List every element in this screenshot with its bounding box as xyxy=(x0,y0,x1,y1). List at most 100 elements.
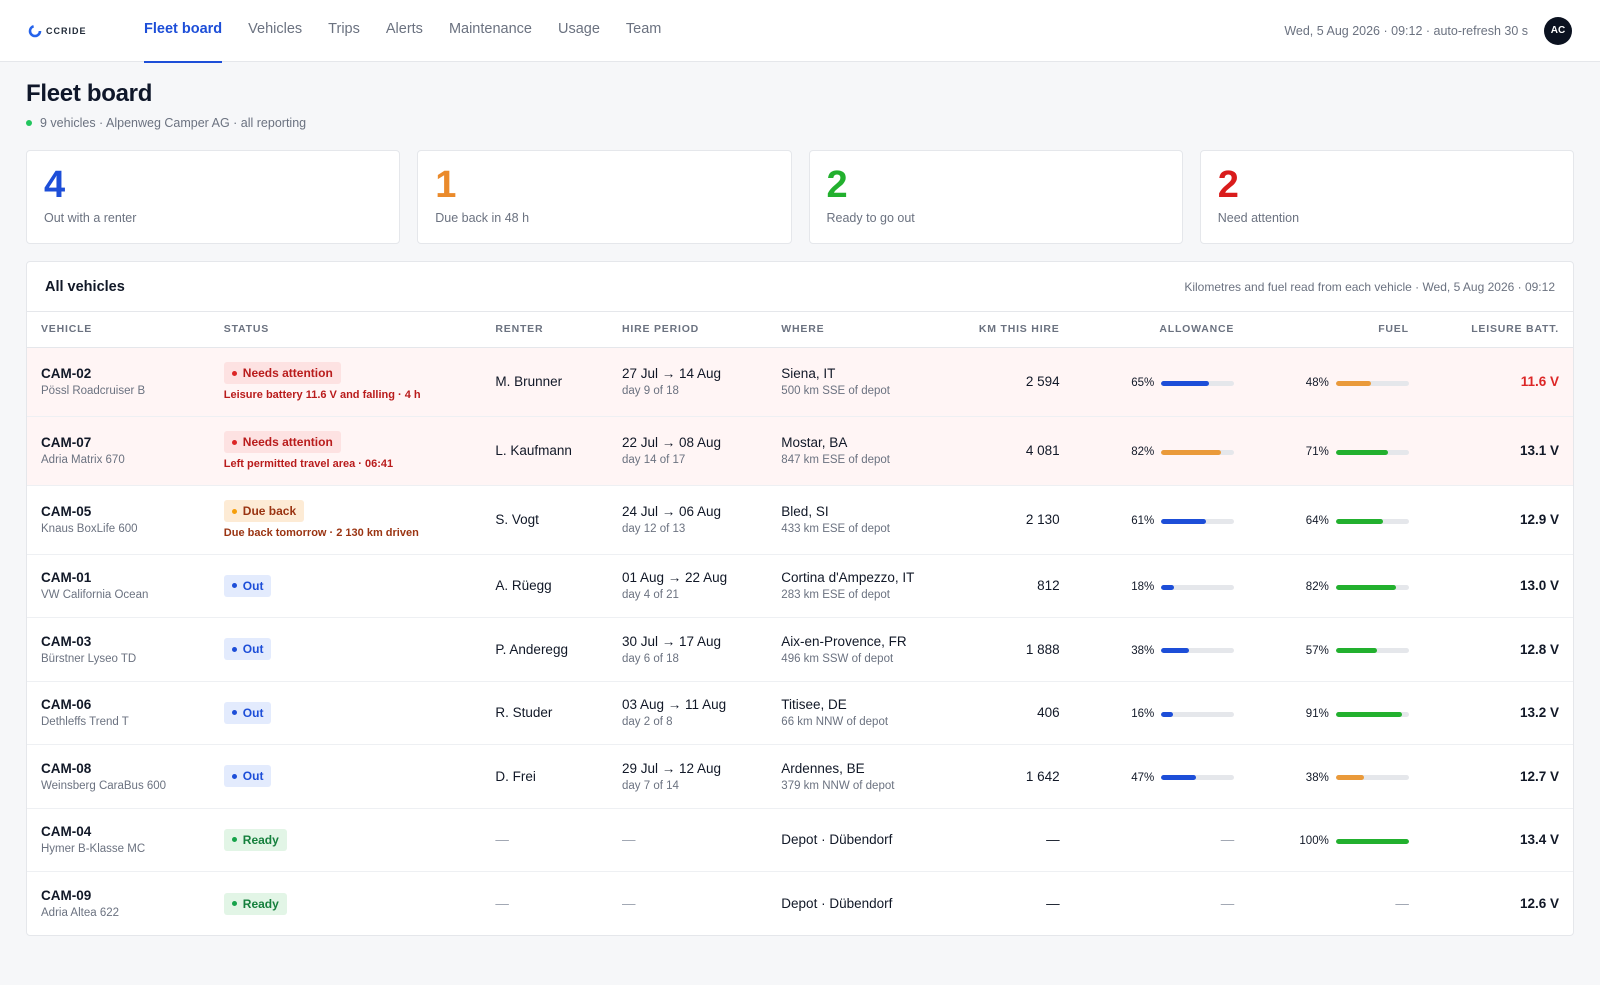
battery-voltage: 12.8 V xyxy=(1519,641,1559,657)
user-avatar[interactable]: AC xyxy=(1544,16,1572,45)
hire-day: day 12 of 13 xyxy=(622,523,686,535)
cell-status: Needs attention Leisure battery 11.6 V an… xyxy=(209,347,482,417)
logo[interactable]: CCRIDE xyxy=(28,24,116,38)
location-distance: 847 km ESE of depot xyxy=(781,454,890,466)
allowance-percent: 18% xyxy=(1131,581,1155,594)
nav-trips[interactable]: Trips xyxy=(328,20,360,37)
cell-leisure-batt: 12.7 V xyxy=(1422,744,1573,809)
fuel-fill xyxy=(1335,648,1378,654)
table-header-row: Vehicle Status Renter Hire period Where … xyxy=(27,312,1573,348)
summary-card-attention[interactable]: 2 Need attention xyxy=(1199,150,1574,244)
fuel-track xyxy=(1335,380,1409,386)
summary-card-due-back[interactable]: 1 Due back in 48 h xyxy=(417,150,792,244)
fuel-fill xyxy=(1335,711,1403,717)
col-renter[interactable]: Renter xyxy=(481,312,608,348)
status-note: Left permitted travel area · 06:41 xyxy=(223,458,394,470)
cell-allowance: 65% xyxy=(1073,347,1249,417)
table-row[interactable]: CAM-03 Bürstner Lyseo TD Out P. Anderegg 30 … xyxy=(27,617,1573,682)
vehicle-model: Weinsberg CaraBus 600 xyxy=(41,779,167,792)
cell-km: 1 642 xyxy=(952,744,1074,809)
cell-vehicle: CAM-03 Bürstner Lyseo TD xyxy=(27,617,210,682)
vehicle-id[interactable]: CAM-04 xyxy=(41,824,92,840)
col-allowance[interactable]: Allowance xyxy=(1073,312,1249,348)
fuel-fill xyxy=(1335,380,1371,386)
page-title: Fleet board xyxy=(26,80,153,107)
vehicle-id[interactable]: CAM-03 xyxy=(41,633,92,649)
cell-status: Out xyxy=(209,744,482,809)
location-distance: 66 km NNW of depot xyxy=(781,716,889,729)
cell-fuel: 57% xyxy=(1248,617,1423,682)
cell-renter: P. Anderegg xyxy=(481,617,608,682)
cell-where: Ardennes, BE 379 km NNW of depot xyxy=(767,744,953,809)
nav-team[interactable]: Team xyxy=(625,20,662,37)
nav-usage[interactable]: Usage xyxy=(557,20,600,37)
vehicle-id[interactable]: CAM-06 xyxy=(41,697,92,713)
nav-alerts[interactable]: Alerts xyxy=(385,20,423,37)
cell-renter: — xyxy=(495,896,509,911)
status-badge: Out xyxy=(223,701,272,724)
vehicles-panel: All vehicles Kilometres and fuel read fr… xyxy=(26,261,1574,936)
col-leisure-batt[interactable]: Leisure batt. xyxy=(1422,312,1573,348)
allowance-track xyxy=(1161,775,1235,781)
vehicle-id[interactable]: CAM-01 xyxy=(41,570,92,586)
battery-voltage: 11.6 V xyxy=(1520,374,1559,389)
table-row[interactable]: CAM-04 Hymer B-Klasse MC Ready — — Depot · Dü… xyxy=(27,808,1573,872)
vehicle-id[interactable]: CAM-02 xyxy=(41,366,92,381)
location-distance: 500 km SSE of depot xyxy=(781,385,890,397)
status-dot xyxy=(231,439,237,445)
col-vehicle[interactable]: Vehicle xyxy=(27,312,210,348)
fuel-track xyxy=(1335,449,1409,455)
vehicle-model: Bürstner Lyseo TD xyxy=(41,652,137,665)
allowance-percent: 82% xyxy=(1131,446,1155,458)
allowance-track xyxy=(1161,584,1235,590)
cell-where: Siena, IT 500 km SSE of depot xyxy=(767,347,953,417)
status-label: Out xyxy=(242,705,264,720)
table-row[interactable]: CAM-01 VW California Ocean Out A. Rüegg 01 A… xyxy=(27,554,1573,618)
table-row[interactable]: CAM-05 Knaus BoxLife 600 Due back Due back … xyxy=(27,485,1573,555)
allowance-meter: 38% xyxy=(1124,645,1235,657)
summary-label: Ready to go out xyxy=(826,211,915,225)
table-row[interactable]: CAM-08 Weinsberg CaraBus 600 Out D. Frei 29 … xyxy=(27,744,1573,809)
cell-allowance: 61% xyxy=(1073,485,1249,555)
col-status[interactable]: Status xyxy=(209,312,482,348)
table-row[interactable]: CAM-07 Adria Matrix 670 Needs attention Lef… xyxy=(27,416,1573,486)
vehicle-id[interactable]: CAM-09 xyxy=(41,888,92,903)
fuel-meter: 64% xyxy=(1299,515,1409,527)
cell-leisure-batt: 13.2 V xyxy=(1422,681,1573,745)
col-fuel[interactable]: Fuel xyxy=(1248,312,1423,348)
cell-vehicle: CAM-05 Knaus BoxLife 600 xyxy=(27,485,210,555)
vehicle-id[interactable]: CAM-08 xyxy=(41,760,92,776)
panel-title: All vehicles xyxy=(45,278,125,295)
fuel-fill xyxy=(1335,775,1364,781)
allowance-empty: — xyxy=(1220,832,1235,848)
fuel-meter: 38% xyxy=(1299,772,1409,784)
col-hire-period[interactable]: Hire period xyxy=(608,312,768,348)
cell-fuel: 48% xyxy=(1248,347,1423,417)
fuel-fill xyxy=(1335,838,1409,844)
summary-value: 4 xyxy=(44,164,66,206)
cell-hire-period: 03 Aug → 11 Aug day 2 of 8 xyxy=(608,681,768,745)
allowance-meter: 61% xyxy=(1124,515,1235,527)
nav-vehicles[interactable]: Vehicles xyxy=(248,20,303,37)
vehicle-model: Dethleffs Trend T xyxy=(41,716,129,729)
status-note: Due back tomorrow · 2 130 km driven xyxy=(223,527,419,539)
col-where[interactable]: Where xyxy=(767,312,953,348)
cell-leisure-batt: 11.6 V xyxy=(1422,347,1573,417)
vehicle-id[interactable]: CAM-05 xyxy=(41,504,92,519)
table-row[interactable]: CAM-06 Dethleffs Trend T Out R. Studer 03 Au… xyxy=(27,681,1573,745)
summary-card-out[interactable]: 4 Out with a renter xyxy=(26,150,401,244)
nav-fleet-board[interactable]: Fleet board xyxy=(144,0,223,63)
hire-day: day 6 of 18 xyxy=(622,652,679,665)
cell-leisure-batt: 12.8 V xyxy=(1422,617,1573,682)
allowance-fill xyxy=(1161,648,1189,654)
col-km-this-hire[interactable]: Km this hire xyxy=(952,312,1074,348)
vehicle-id[interactable]: CAM-07 xyxy=(41,435,92,450)
cell-where: Aix-en-Provence, FR 496 km SSW of depot xyxy=(767,617,953,682)
hire-period: — xyxy=(622,896,636,911)
status-label: Ready xyxy=(242,832,279,847)
table-row[interactable]: CAM-09 Adria Altea 622 Ready — — Depot · Dübe… xyxy=(27,872,1573,936)
status-label: Needs attention xyxy=(242,366,333,380)
summary-card-ready[interactable]: 2 Ready to go out xyxy=(808,150,1183,244)
nav-maintenance[interactable]: Maintenance xyxy=(448,20,532,37)
table-row[interactable]: CAM-02 Pössl Roadcruiser B Needs attention… xyxy=(27,347,1573,417)
